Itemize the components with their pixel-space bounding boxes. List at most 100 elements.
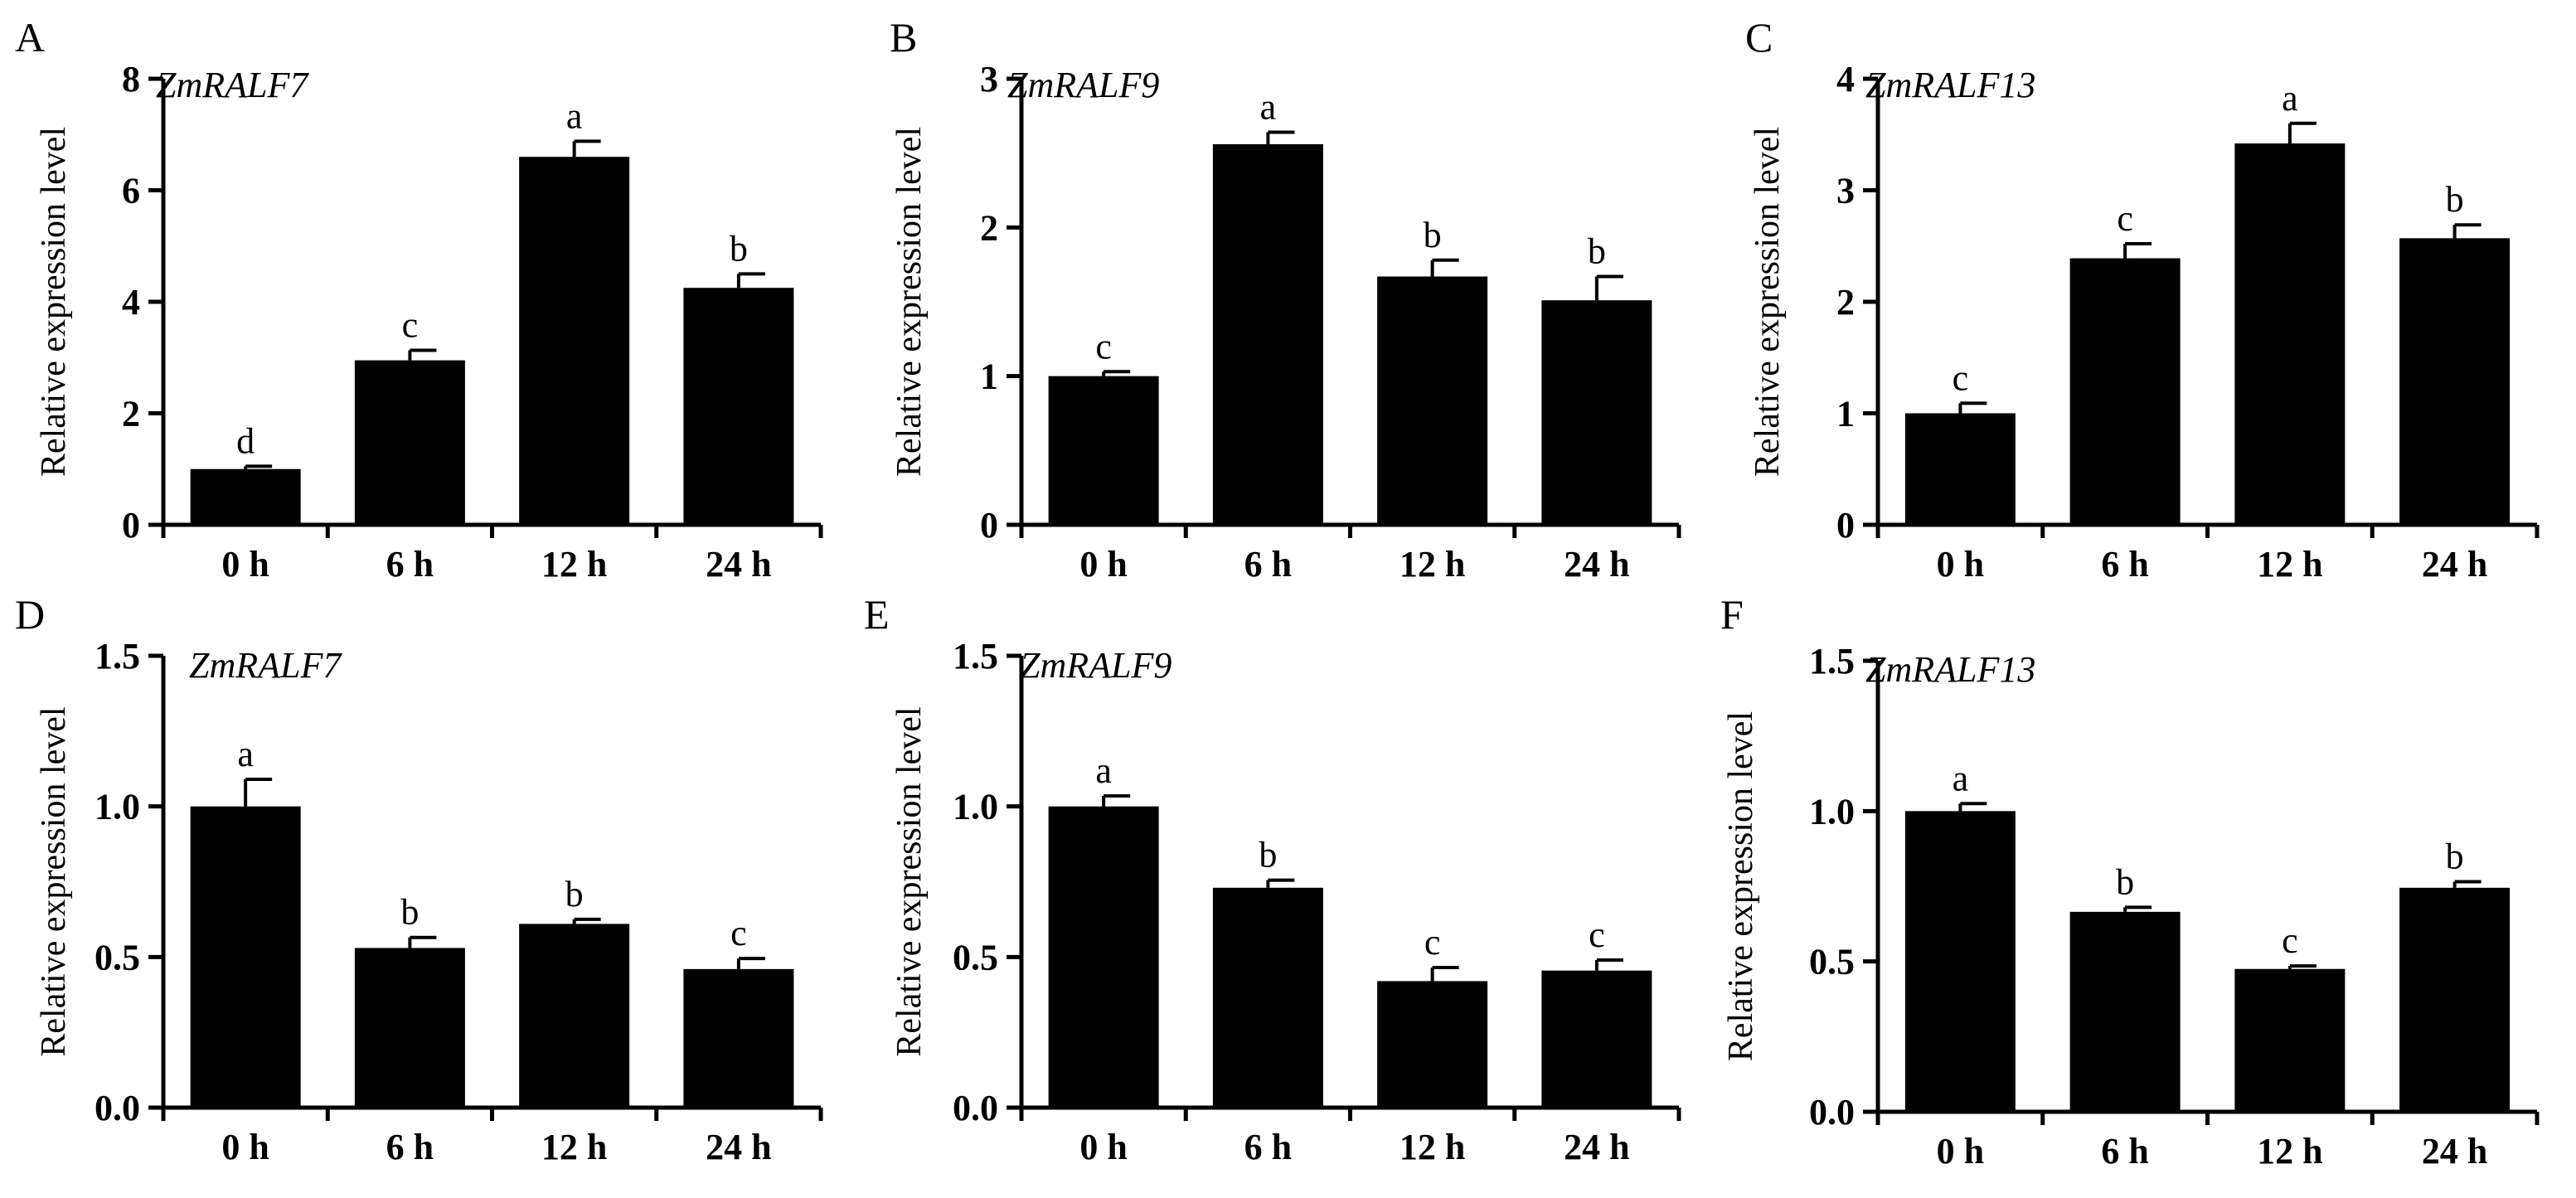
panel-a-x-tick-0: 0 h	[221, 544, 269, 584]
panel-b-bar-0	[1048, 376, 1159, 525]
panel-c-significance-2: a	[2282, 78, 2298, 119]
panel-e-y-tick-0: 0.0	[953, 1088, 998, 1128]
panel-a-significance-3: b	[730, 228, 748, 269]
panel-c-x-tick-2: 12 h	[2257, 544, 2322, 584]
panel-d-bar-2	[519, 924, 630, 1108]
panel-b-significance-1: a	[1260, 87, 1277, 128]
panel-c-bar-0	[1904, 413, 2016, 525]
panel-e-x-tick-0: 0 h	[1079, 1127, 1127, 1167]
panel-d-significance-3: c	[730, 913, 747, 953]
panel-b-y-tick-1: 1	[980, 356, 998, 397]
panel-a-significance-1: c	[402, 305, 419, 346]
panel-b-x-tick-1: 6 h	[1244, 544, 1292, 584]
panel-b-y-tick-0: 0	[980, 505, 998, 546]
panel-d-bar-3	[683, 968, 794, 1108]
panel-c-gene-title: ZmRALF13	[1865, 65, 2035, 105]
panel-e-significance-1: b	[1259, 835, 1277, 875]
panel-e-bar-1	[1212, 887, 1323, 1108]
panel-d-x-tick-3: 24 h	[706, 1127, 771, 1167]
panel-c-bar-1	[2069, 258, 2181, 525]
panel-a-bar-2	[519, 157, 630, 525]
panel-c-x-tick-1: 6 h	[2101, 544, 2148, 584]
panel-b-significance-2: b	[1424, 215, 1442, 255]
panel-a-letter: A	[15, 14, 45, 61]
panel-e-significance-3: c	[1589, 914, 1605, 955]
panel-b-x-tick-3: 24 h	[1564, 544, 1629, 584]
panel-e-y-axis-label: Relative expression level	[890, 706, 929, 1056]
panel-e-y-tick-3: 1.5	[953, 636, 998, 677]
panel-d-x-tick-0: 0 h	[221, 1127, 269, 1167]
panel-a-significance-0: d	[236, 420, 255, 461]
panel-f-x-tick-1: 6 h	[2101, 1131, 2148, 1171]
panel-d-y-tick-2: 1.0	[95, 787, 140, 827]
panel-a-x-tick-1: 6 h	[386, 544, 434, 584]
panel-e-bar-3	[1541, 970, 1652, 1108]
panel-f-y-axis-label: Relative expression level	[1722, 711, 1760, 1061]
panel-a-y-tick-1: 2	[122, 394, 140, 434]
panel-c-significance-1: c	[2117, 198, 2133, 239]
panel-a-gene-title: ZmRALF7	[156, 65, 309, 105]
panel-f-y-tick-2: 1.0	[1809, 791, 1855, 832]
panel-b-bar-3	[1541, 300, 1652, 525]
panel-a-x-tick-2: 12 h	[541, 544, 607, 584]
panel-b-letter: B	[890, 14, 917, 61]
panel-a-y-tick-4: 8	[122, 59, 140, 99]
panel-f-bar-1	[2069, 911, 2181, 1112]
panel-f-x-tick-3: 24 h	[2422, 1131, 2487, 1171]
panel-c-significance-0: c	[1953, 357, 1969, 398]
panel-f-bar-3	[2399, 887, 2511, 1112]
panel-c-bar-3	[2399, 238, 2511, 525]
panel-a-bar-1	[354, 360, 465, 525]
panel-e-x-tick-2: 12 h	[1400, 1127, 1465, 1167]
panel-b-significance-3: b	[1588, 231, 1606, 272]
panel-d-gene-title: ZmRALF7	[189, 645, 342, 686]
panel-b-x-tick-0: 0 h	[1079, 544, 1127, 584]
panel-b-y-axis-label: Relative expression level	[890, 127, 929, 477]
panel-b-significance-0: c	[1095, 326, 1112, 366]
panel-f-x-tick-0: 0 h	[1937, 1131, 1984, 1171]
panel-d-significance-0: a	[237, 734, 254, 774]
panel-b-x-tick-2: 12 h	[1400, 544, 1465, 584]
panel-c-significance-3: b	[2446, 179, 2464, 220]
panel-a-y-axis-label: Relative expression level	[35, 127, 73, 477]
panel-e-x-tick-1: 6 h	[1244, 1127, 1292, 1167]
panel-d-bar-0	[190, 806, 301, 1108]
panel-d-letter: D	[15, 591, 45, 638]
panel-f-significance-1: b	[2116, 861, 2134, 902]
panel-f-gene-title: ZmRALF13	[1865, 649, 2035, 690]
panel-e-bar-2	[1377, 981, 1488, 1108]
panel-d-y-tick-1: 0.5	[95, 937, 140, 977]
panel-f-y-tick-0: 0.0	[1809, 1092, 1855, 1133]
panel-f-significance-2: c	[2282, 920, 2298, 961]
panel-e-significance-2: c	[1424, 922, 1441, 963]
panel-c-y-tick-4: 4	[1836, 59, 1855, 99]
panel-a-x-tick-3: 24 h	[706, 544, 771, 584]
panel-a-bar-0	[190, 468, 301, 525]
panel-c-y-tick-3: 3	[1836, 171, 1855, 211]
panel-d-y-tick-0: 0.0	[95, 1088, 140, 1128]
panel-c-x-tick-0: 0 h	[1937, 544, 1984, 584]
panel-d-significance-2: b	[565, 874, 584, 914]
panel-e-letter: E	[864, 591, 890, 638]
panel-c-x-tick-3: 24 h	[2422, 544, 2487, 584]
panel-d-bar-1	[354, 948, 465, 1108]
panel-b-bar-2	[1377, 276, 1488, 525]
panel-a-bar-3	[683, 288, 794, 525]
panel-c-y-tick-0: 0	[1836, 505, 1855, 546]
panel-c-bar-2	[2234, 143, 2346, 525]
panel-e-bar-0	[1048, 806, 1159, 1108]
panel-e-significance-0: a	[1095, 750, 1112, 791]
panel-c-y-tick-1: 1	[1836, 394, 1855, 434]
panel-f-x-tick-2: 12 h	[2257, 1131, 2322, 1171]
panel-f-y-tick-1: 0.5	[1809, 942, 1855, 982]
panel-f-bar-2	[2234, 968, 2346, 1112]
panel-f-significance-0: a	[1953, 758, 1969, 798]
panel-c-y-axis-label: Relative expression level	[1749, 127, 1787, 477]
panel-b-y-tick-2: 2	[980, 207, 998, 248]
panel-d-y-tick-3: 1.5	[95, 636, 140, 677]
panel-e-y-tick-2: 1.0	[953, 787, 998, 827]
panel-f-bar-0	[1904, 811, 2016, 1112]
panel-a-significance-2: a	[566, 95, 583, 136]
panel-e-x-tick-3: 24 h	[1564, 1127, 1629, 1167]
panel-a-y-tick-0: 0	[122, 505, 140, 546]
